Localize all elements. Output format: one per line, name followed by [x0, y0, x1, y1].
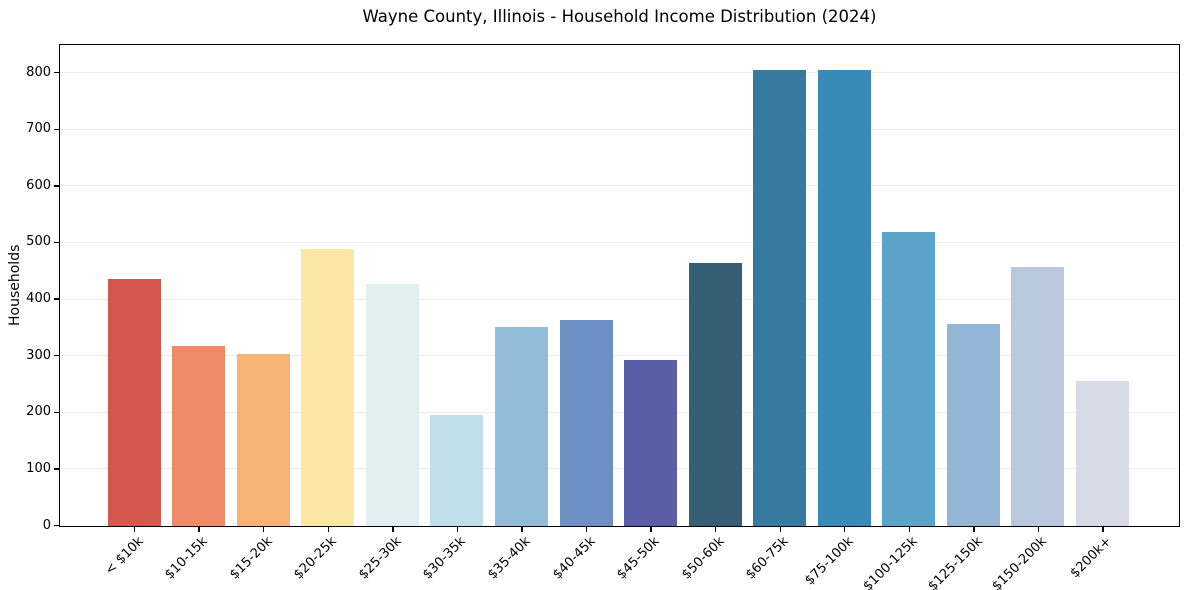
bar-$100-125k — [882, 231, 936, 526]
y-tick-label: 700 — [26, 121, 51, 137]
bar-$35-40k — [494, 327, 548, 526]
y-tick-mark — [54, 524, 59, 527]
gridline — [60, 72, 1179, 74]
bar-$15-20k — [236, 353, 290, 526]
x-tick-mark — [1037, 527, 1040, 532]
x-tick-mark — [908, 527, 910, 532]
y-axis-label: Households — [7, 244, 23, 327]
gridline — [60, 468, 1179, 470]
chart-title: Wayne County, Illinois - Household Incom… — [362, 7, 877, 26]
y-tick-label: 600 — [26, 177, 51, 193]
x-tick-mark — [779, 527, 781, 532]
y-tick-label: 800 — [26, 64, 51, 80]
bar-$60-75k — [753, 69, 807, 526]
gridline — [60, 411, 1179, 413]
y-tick-mark — [54, 71, 59, 74]
x-tick-mark — [327, 527, 329, 532]
x-tick-mark — [198, 527, 200, 532]
bar-$10-15k — [172, 346, 226, 526]
bar-$20-25k — [301, 248, 355, 526]
x-tick-mark — [133, 527, 136, 532]
y-tick-mark — [54, 241, 59, 244]
y-tick-label: 500 — [26, 234, 51, 250]
bar-$25-30k — [365, 284, 419, 526]
x-tick-mark — [650, 527, 652, 532]
x-tick-mark — [392, 527, 394, 532]
x-tick-mark — [521, 527, 523, 532]
y-tick-mark — [54, 128, 59, 130]
x-tick-mark — [714, 527, 717, 532]
x-tick-mark — [263, 527, 265, 532]
x-tick-mark — [456, 527, 459, 532]
y-tick-mark — [54, 298, 59, 300]
y-tick-label: 200 — [26, 404, 51, 420]
y-tick-label: 300 — [26, 347, 51, 363]
bar-$50-60k — [688, 263, 742, 526]
y-tick-mark — [54, 468, 59, 470]
y-tick-mark — [54, 354, 59, 357]
x-tick-mark — [585, 527, 588, 532]
y-tick-label: 100 — [26, 460, 51, 476]
plot-area — [59, 44, 1180, 527]
bar-$30-35k — [430, 414, 484, 526]
x-tick-mark — [844, 527, 846, 532]
x-tick-mark — [973, 527, 975, 532]
y-tick-label: 0 — [42, 517, 51, 533]
gridline — [60, 128, 1179, 130]
bar-$40-45k — [559, 319, 613, 526]
gridline — [60, 241, 1179, 243]
gridline — [60, 355, 1179, 357]
bar-$75-100k — [817, 69, 871, 526]
bar-$125-150k — [946, 323, 1000, 526]
bar-$45-50k — [624, 359, 678, 526]
y-tick-mark — [54, 411, 59, 413]
bar-< $10k — [107, 278, 161, 526]
bar-$150-200k — [1011, 266, 1065, 526]
bar-$200k+ — [1076, 380, 1129, 526]
gridline — [60, 298, 1179, 300]
x-tick-mark — [1102, 527, 1104, 532]
y-tick-label: 400 — [26, 291, 51, 307]
y-tick-mark — [54, 185, 59, 187]
gridline — [60, 185, 1179, 187]
x-tick-label: < $10k — [102, 534, 147, 579]
